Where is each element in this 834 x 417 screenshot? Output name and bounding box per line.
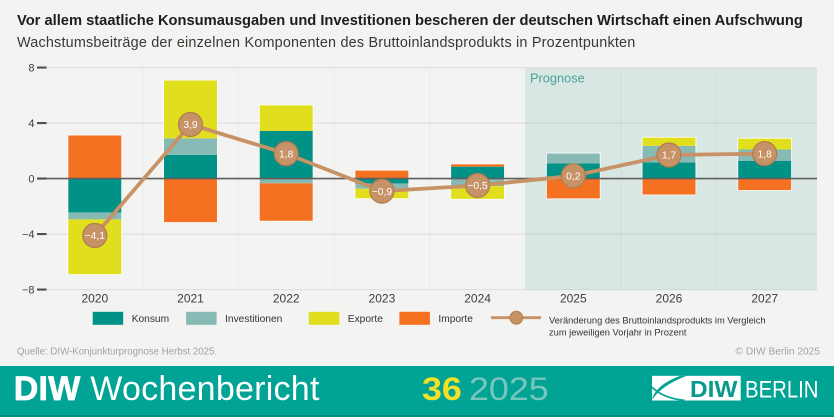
svg-text:Exporte: Exporte [348,314,383,325]
svg-text:BERLIN: BERLIN [745,376,819,403]
svg-text:3,9: 3,9 [183,120,198,131]
svg-text:1,8: 1,8 [279,149,294,160]
svg-text:2027: 2027 [751,292,778,306]
svg-text:1,8: 1,8 [758,149,773,160]
svg-text:2020: 2020 [81,292,108,306]
svg-text:Prognose: Prognose [530,71,585,86]
svg-text:2023: 2023 [369,292,396,306]
svg-text:8: 8 [28,63,34,75]
svg-text:2026: 2026 [656,292,683,306]
svg-text:−0,5: −0,5 [467,181,488,192]
svg-text:zum jeweiligen Vorjahr in Proz: zum jeweiligen Vorjahr in Prozent [549,327,687,337]
svg-text:Quelle: DIW-Konjunkturprognose: Quelle: DIW-Konjunkturprognose Herbst 20… [17,346,217,357]
svg-text:2022: 2022 [273,292,300,306]
svg-text:2024: 2024 [464,292,491,306]
svg-text:Investitionen: Investitionen [225,314,282,325]
svg-text:−4,1: −4,1 [85,231,106,242]
svg-text:1,7: 1,7 [662,151,677,162]
svg-text:2025: 2025 [560,292,587,306]
svg-text:Importe: Importe [438,314,473,325]
svg-text:−0,9: −0,9 [372,187,393,198]
svg-text:0: 0 [28,174,34,186]
svg-text:Veränderung des Bruttoinlandsp: Veränderung des Bruttoinlandsprodukts im… [549,315,766,325]
svg-text:© DIW Berlin 2025: © DIW Berlin 2025 [735,346,820,357]
svg-text:−4: −4 [22,229,35,241]
svg-text:2021: 2021 [177,292,204,306]
svg-text:−8: −8 [22,285,35,297]
svg-text:4: 4 [28,118,34,130]
svg-text:0,2: 0,2 [566,172,581,183]
svg-text:Konsum: Konsum [132,314,169,325]
svg-text:DIW: DIW [690,376,738,402]
